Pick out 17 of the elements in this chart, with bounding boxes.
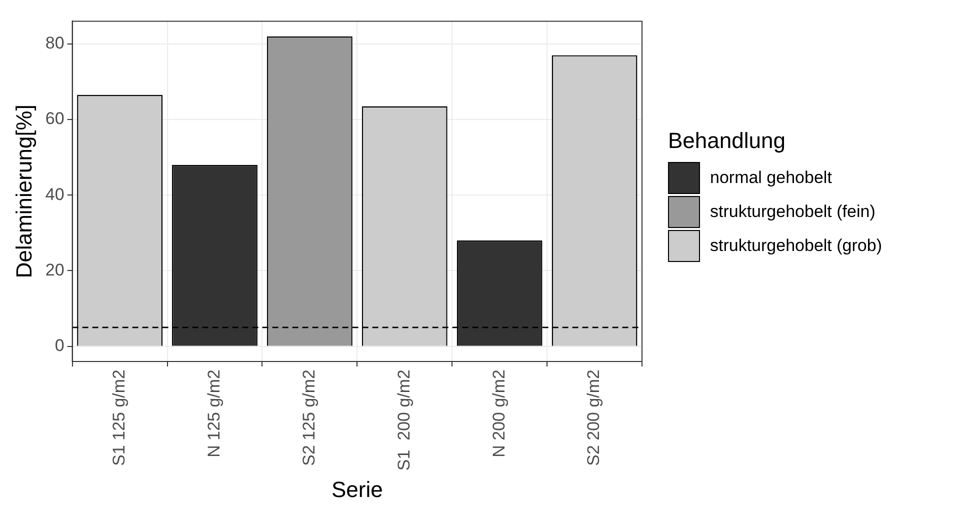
y-tick-label: 40 (45, 184, 64, 204)
x-tick-label: S1 200 g/m2 (394, 369, 414, 471)
legend-label: normal gehobelt (710, 168, 832, 188)
x-tick-label: N 125 g/m2 (204, 369, 224, 458)
y-tick-label: 0 (54, 336, 64, 356)
y-axis-title: Delaminierung[%] (11, 104, 36, 278)
y-tick-label: 20 (45, 260, 64, 280)
x-axis-title: Serie (331, 476, 383, 502)
legend-label: strukturgehobelt (fein) (710, 202, 876, 222)
x-tick-label: N 200 g/m2 (489, 369, 508, 458)
legend-title: Behandlung (668, 128, 786, 154)
legend-label: strukturgehobelt (grob) (710, 236, 882, 256)
y-tick-label: 80 (45, 34, 64, 53)
x-tick-label: S2 200 g/m2 (584, 369, 604, 466)
y-tick-label: 60 (45, 109, 64, 128)
x-tick-label: S1 125 g/m2 (109, 369, 128, 466)
x-tick-label: S2 125 g/m2 (299, 369, 318, 466)
